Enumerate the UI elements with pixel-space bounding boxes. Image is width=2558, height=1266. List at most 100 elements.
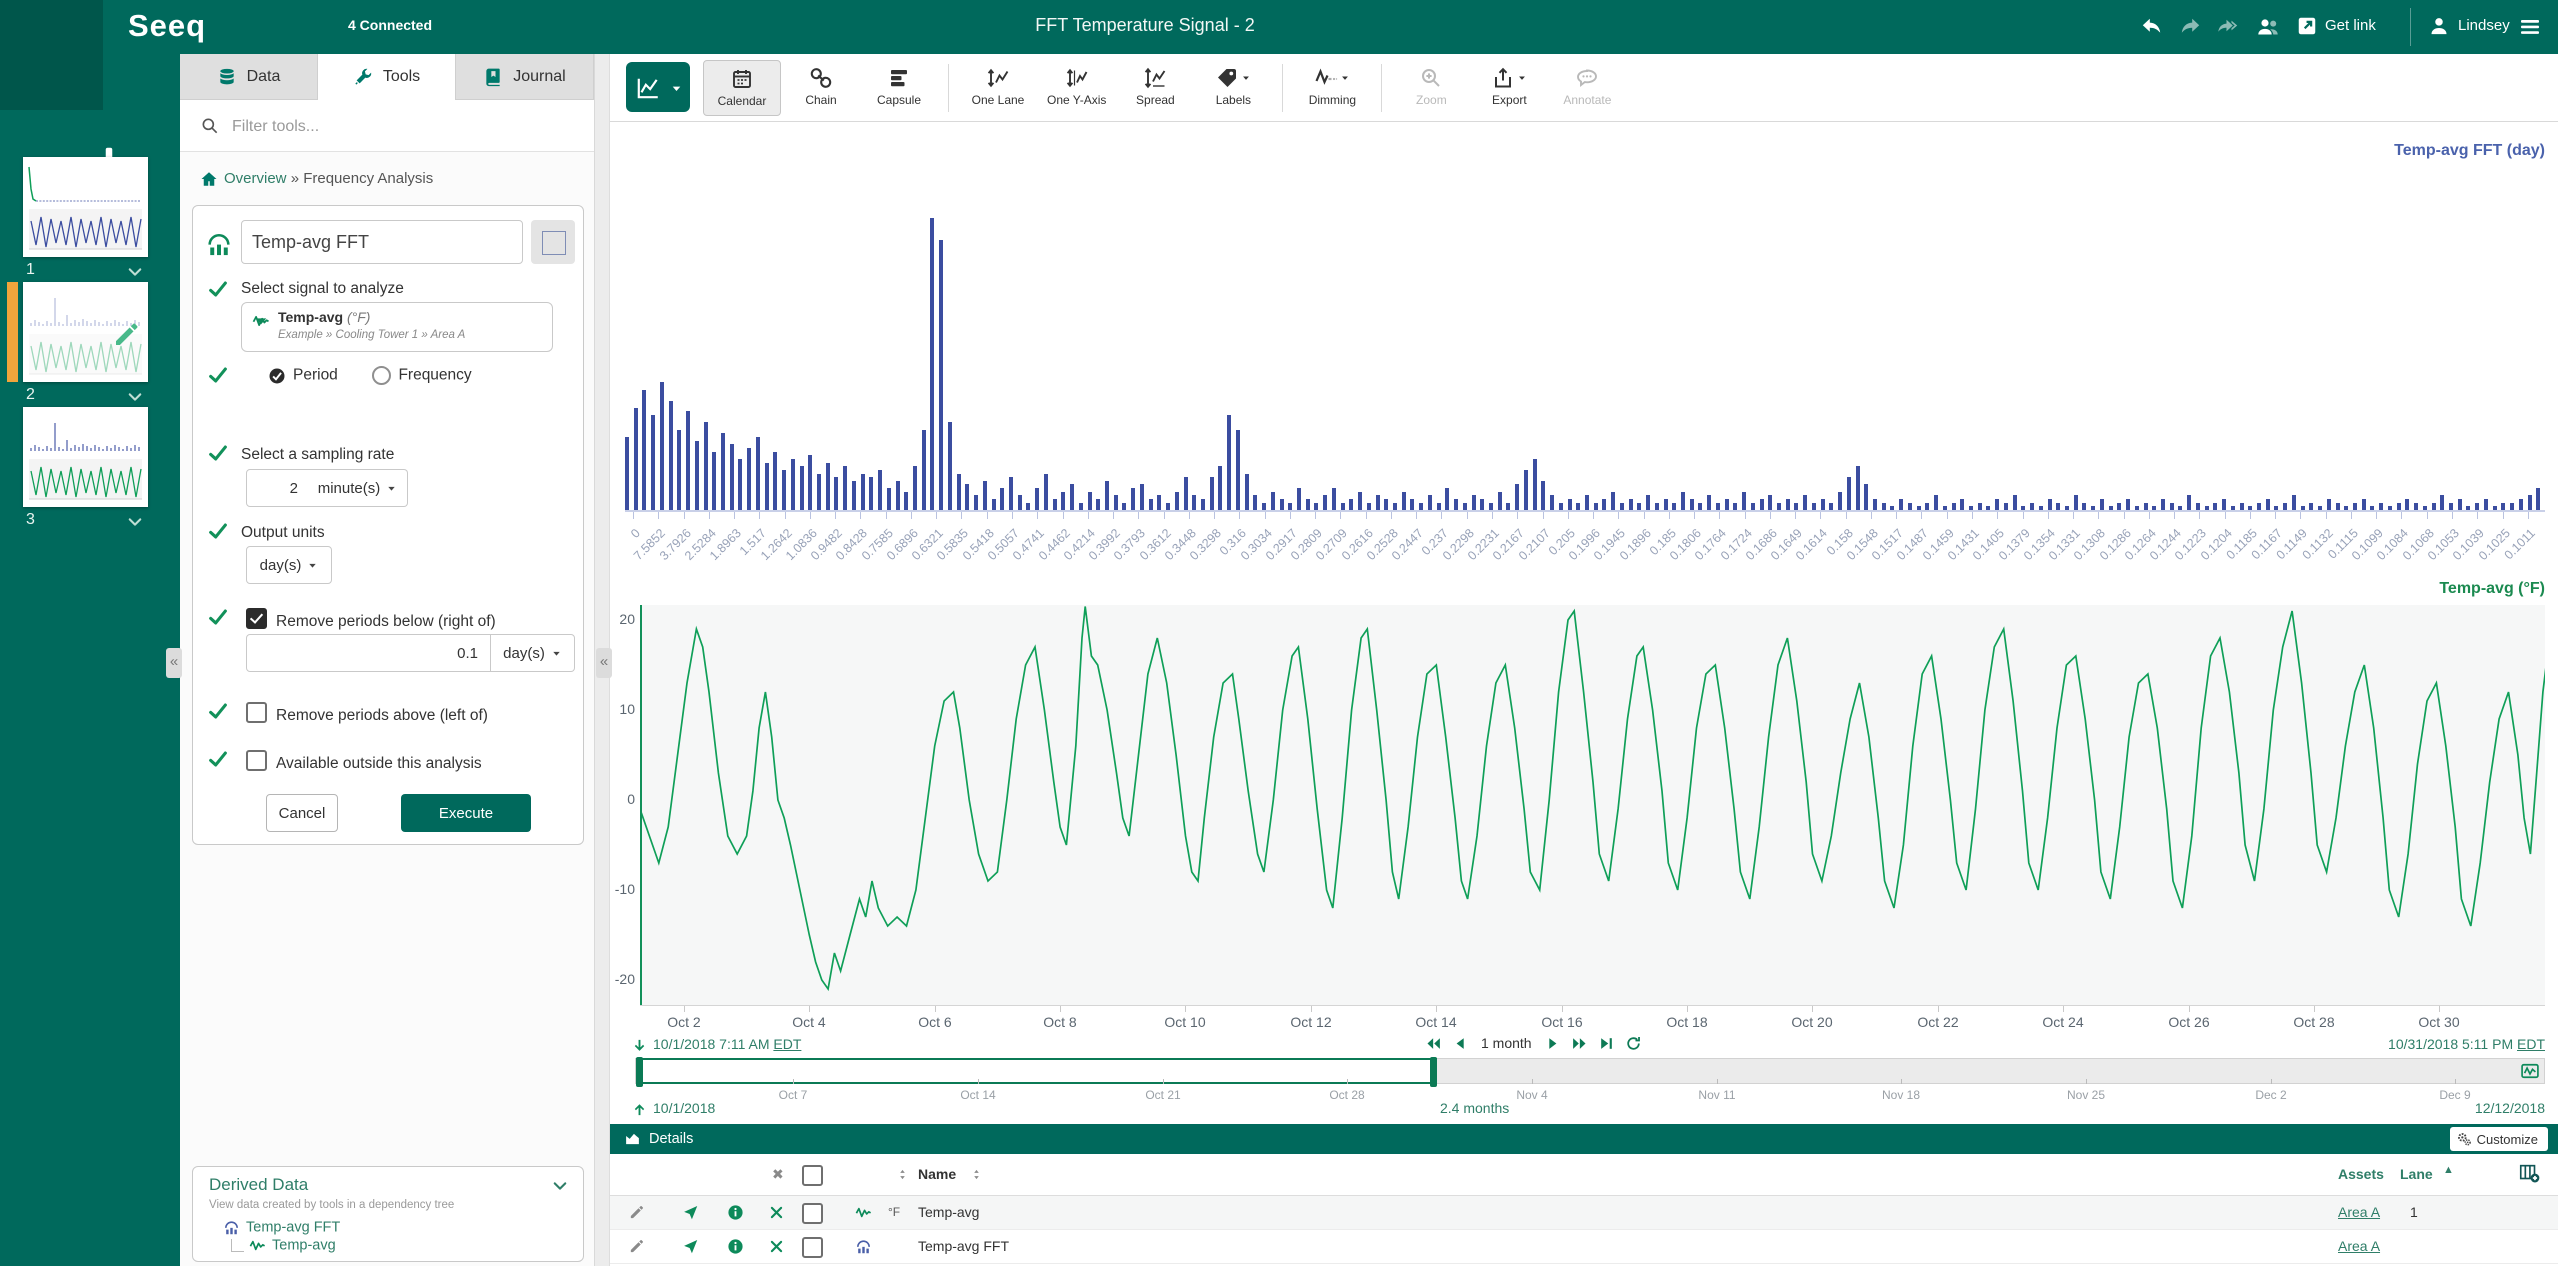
select-all-checkbox[interactable] — [802, 1165, 823, 1186]
chevron-down-icon[interactable] — [551, 1177, 569, 1195]
hamburger-menu-icon[interactable] — [2518, 15, 2542, 39]
user-menu[interactable]: Lindsey — [2428, 15, 2510, 37]
chevron-down-icon[interactable] — [126, 263, 144, 281]
sort-icon[interactable] — [970, 1168, 983, 1181]
selected-time-range[interactable] — [636, 1057, 1438, 1087]
remove-icon[interactable] — [768, 1238, 785, 1255]
toolbar-button-label: Zoom — [1416, 93, 1447, 107]
time-range-slider[interactable] — [635, 1057, 2545, 1087]
auto-update-icon[interactable] — [2518, 1061, 2542, 1081]
step-to-end-icon[interactable] — [1598, 1035, 1615, 1052]
sampling-unit-dropdown[interactable]: minute(s) — [308, 469, 408, 507]
worksheet-thumbnail-3[interactable] — [23, 407, 148, 507]
row-asset-link[interactable]: Area A — [2338, 1204, 2381, 1220]
info-icon[interactable] — [727, 1238, 744, 1255]
worksheet-thumbnail-2[interactable] — [23, 282, 148, 382]
row-checkbox[interactable] — [802, 1237, 823, 1258]
connection-status[interactable]: 4 Connected — [325, 17, 432, 34]
toolbar-button-one-y-axis[interactable]: One Y-Axis — [1038, 60, 1115, 116]
derived-data-title[interactable]: Derived Data — [209, 1175, 309, 1194]
toolbar-button-spread[interactable]: Spread — [1117, 60, 1193, 116]
fft-bar — [2117, 502, 2122, 510]
row-checkbox[interactable] — [802, 1203, 823, 1224]
display-range-end[interactable]: 10/31/2018 5:11 PM EDT — [2388, 1036, 2545, 1052]
app-grid-button[interactable] — [0, 0, 103, 110]
toolbar-button-dimming[interactable]: Dimming — [1294, 60, 1370, 116]
step-forward-fast-icon[interactable] — [1571, 1035, 1588, 1052]
collapse-sidebar-handle[interactable]: « — [166, 648, 182, 678]
remove-icon[interactable] — [768, 1204, 785, 1221]
fft-bar — [1785, 499, 1790, 510]
edit-icon[interactable] — [628, 1204, 645, 1221]
period-radio-selected[interactable] — [268, 367, 286, 385]
users-icon[interactable] — [2256, 15, 2280, 39]
signal-select-dropdown[interactable]: Temp-avg (°F) Example » Cooling Tower 1 … — [241, 302, 553, 352]
add-column-icon[interactable] — [2518, 1162, 2540, 1184]
refresh-icon[interactable] — [1625, 1035, 1642, 1052]
view-mode-button[interactable] — [626, 62, 690, 112]
name-column-header[interactable]: Name — [918, 1166, 957, 1182]
toolbar-button-one-lane[interactable]: One Lane — [960, 60, 1036, 116]
tool-name-input[interactable] — [241, 220, 523, 264]
table-row-temp-avg-fft[interactable]: Temp-avg FFT Area A — [610, 1230, 2558, 1264]
collapse-tools-handle[interactable]: « — [596, 648, 612, 678]
worksheet-thumbnail-1[interactable] — [23, 157, 148, 257]
sort-icon[interactable] — [896, 1168, 909, 1181]
execute-button[interactable]: Execute — [401, 794, 531, 832]
temp-signal-chart[interactable] — [640, 605, 2545, 1005]
info-icon[interactable] — [727, 1204, 744, 1221]
home-icon[interactable] — [200, 170, 218, 188]
step-forward-icon[interactable] — [1544, 1035, 1561, 1052]
assets-column-header[interactable]: Assets — [2338, 1166, 2384, 1182]
available-outside-checkbox[interactable] — [246, 750, 267, 771]
remove-above-checkbox[interactable] — [246, 702, 267, 723]
forward-all-icon[interactable] — [2216, 15, 2240, 39]
remove-all-column-header[interactable]: ✖ — [772, 1166, 784, 1182]
table-row-temp-avg[interactable]: °F Temp-avg Area A 1 — [610, 1196, 2558, 1230]
undo-icon[interactable] — [2140, 15, 2164, 39]
lane-column-header[interactable]: Lane — [2400, 1166, 2433, 1182]
fft-bar — [1462, 502, 1467, 510]
customize-button[interactable]: Customize — [2449, 1127, 2548, 1151]
slider-tick — [2086, 1079, 2087, 1084]
output-unit-dropdown[interactable]: day(s) — [246, 546, 332, 584]
remove-below-input[interactable] — [246, 634, 491, 672]
display-range-start[interactable]: 10/1/2018 7:11 AM EDT — [632, 1036, 801, 1053]
edit-icon[interactable] — [628, 1238, 645, 1255]
slider-right-handle[interactable] — [1430, 1057, 1438, 1087]
sampling-rate-input[interactable] — [246, 469, 309, 507]
slider-left-handle[interactable] — [636, 1057, 643, 1087]
toolbar-button-export[interactable]: Export — [1471, 60, 1547, 116]
step-back-fast-icon[interactable] — [1425, 1035, 1442, 1052]
get-link-button[interactable]: Get link — [2296, 15, 2376, 37]
derived-item-link[interactable]: Temp-avg FFT — [246, 1219, 341, 1236]
step-size-label[interactable]: 1 month — [1481, 1035, 1532, 1051]
derived-item-link[interactable]: Temp-avg — [272, 1237, 336, 1254]
tab-data[interactable]: Data — [180, 54, 318, 100]
investigate-duration[interactable]: 2.4 months — [1440, 1100, 1510, 1116]
remove-below-checkbox[interactable] — [246, 608, 267, 629]
toolbar-button-capsule[interactable]: Capsule — [861, 60, 937, 116]
step-back-icon[interactable] — [1452, 1035, 1469, 1052]
color-swatch-button[interactable] — [531, 220, 575, 264]
toolbar-button-chain[interactable]: Chain — [783, 60, 859, 116]
investigate-end[interactable]: 12/12/2018 — [2474, 1100, 2545, 1116]
tab-tools[interactable]: Tools — [318, 54, 456, 100]
toolbar-button-calendar[interactable]: Calendar — [703, 60, 781, 116]
remove-below-unit-dropdown[interactable]: day(s) — [491, 634, 575, 672]
toolbar-button-labels[interactable]: Labels — [1195, 60, 1271, 116]
send-icon[interactable] — [682, 1238, 699, 1255]
fft-bar-chart[interactable] — [625, 145, 2545, 510]
chevron-down-icon[interactable] — [126, 513, 144, 531]
filter-tools-input[interactable] — [230, 110, 564, 144]
redo-icon[interactable] — [2178, 15, 2202, 39]
fft-bar — [1934, 495, 1939, 510]
breadcrumb-overview-link[interactable]: Overview — [224, 170, 287, 187]
cancel-button[interactable]: Cancel — [266, 794, 338, 832]
investigate-start[interactable]: 10/1/2018 — [632, 1100, 715, 1117]
row-asset-link[interactable]: Area A — [2338, 1238, 2381, 1254]
send-icon[interactable] — [682, 1204, 699, 1221]
frequency-radio[interactable] — [372, 366, 392, 385]
chevron-down-icon[interactable] — [126, 388, 144, 406]
tab-journal[interactable]: Journal — [456, 54, 594, 100]
